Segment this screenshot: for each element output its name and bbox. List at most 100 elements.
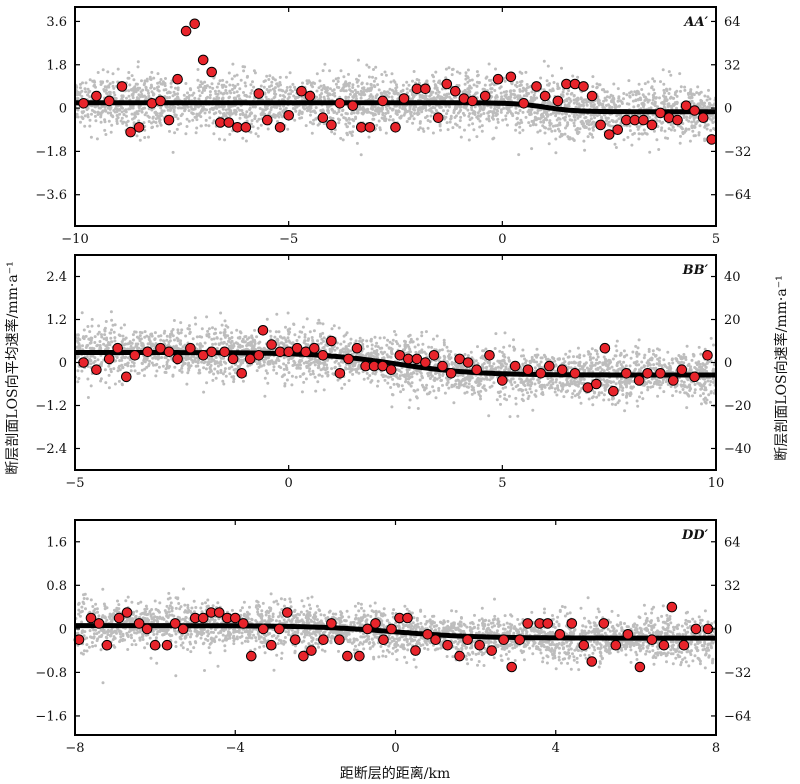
aa-scatter-point: [311, 81, 315, 85]
aa-mean-point: [334, 98, 346, 109]
aa-scatter-point: [527, 85, 530, 89]
aa-scatter-point: [545, 79, 549, 83]
aa-scatter-point: [106, 111, 110, 115]
aa-scatter-point: [669, 73, 673, 77]
bb-scatter-point: [667, 362, 671, 365]
aa-scatter-point: [407, 83, 411, 87]
aa-scatter-point: [320, 92, 324, 95]
aa-scatter-point: [261, 111, 264, 114]
aa-scatter-point: [542, 88, 546, 92]
aa-scatter-point: [251, 80, 254, 84]
aa-scatter-point: [301, 81, 304, 85]
bb-scatter-point: [235, 328, 239, 332]
aa-scatter-point: [571, 74, 575, 78]
bb-scatter-point: [227, 337, 231, 340]
aa-scatter-point: [468, 86, 472, 89]
aa-scatter-point: [212, 119, 216, 123]
aa-mean-point: [655, 107, 666, 119]
bb-scatter-point: [416, 388, 420, 392]
aa-scatter-point: [347, 95, 351, 99]
bb-scatter-point: [219, 311, 223, 315]
aa-y-tick-label-right: 64: [724, 15, 741, 30]
aa-scatter-point: [267, 98, 271, 101]
aa-scatter-point: [320, 88, 324, 92]
aa-scatter-point: [502, 90, 506, 94]
bb-scatter-point: [572, 355, 575, 359]
aa-scatter-point: [472, 128, 476, 132]
aa-scatter-point: [607, 120, 611, 124]
aa-scatter-point: [383, 114, 387, 118]
aa-scatter-point: [527, 92, 531, 95]
aa-scatter-point: [221, 107, 225, 111]
aa-scatter-point: [120, 110, 124, 114]
aa-scatter-point: [696, 85, 700, 89]
bb-scatter-point: [171, 373, 175, 377]
aa-scatter-point: [162, 109, 166, 113]
bb-scatter-point: [507, 356, 511, 360]
aa-scatter-point: [667, 92, 671, 95]
bb-scatter-point: [282, 367, 286, 371]
aa-scatter-point: [102, 88, 106, 91]
aa-scatter-point: [711, 121, 715, 124]
bb-scatter-point: [285, 368, 289, 371]
bb-scatter-point: [330, 327, 334, 331]
aa-scatter-point: [294, 109, 298, 113]
aa-scatter-point: [547, 142, 551, 146]
aa-scatter-point: [515, 116, 519, 120]
bb-scatter-point: [89, 362, 93, 366]
bb-scatter-point: [633, 369, 637, 372]
bb-scatter-point: [129, 364, 133, 368]
bb-scatter-point: [622, 349, 626, 353]
aa-scatter-point: [315, 89, 319, 93]
aa-scatter-point: [493, 107, 497, 111]
aa-scatter-point: [250, 119, 254, 123]
aa-scatter-point: [351, 130, 355, 134]
bb-scatter-point: [596, 367, 600, 371]
bb-scatter-point: [621, 386, 625, 390]
aa-scatter-point: [137, 119, 141, 123]
aa-scatter-point: [267, 112, 271, 116]
aa-scatter-point: [249, 91, 253, 95]
aa-scatter-point: [572, 98, 576, 102]
aa-scatter-point: [211, 86, 215, 90]
aa-mean-point: [467, 95, 478, 107]
aa-mean-point: [603, 129, 615, 140]
bb-scatter-point: [530, 381, 534, 385]
aa-scatter-point: [433, 83, 437, 87]
bb-scatter-point: [546, 377, 550, 381]
aa-scatter-point: [149, 86, 153, 90]
aa-scatter-point: [289, 92, 292, 96]
aa-scatter-point: [513, 96, 517, 100]
aa-mean-point: [206, 66, 217, 78]
aa-scatter-point: [199, 124, 203, 128]
aa-scatter-point: [505, 90, 508, 93]
aa-scatter-point: [600, 103, 604, 107]
bb-scatter-point: [595, 395, 599, 399]
aa-scatter-point: [390, 72, 394, 76]
aa-scatter-point: [300, 116, 304, 120]
aa-scatter-point: [155, 124, 159, 128]
aa-scatter-point: [372, 68, 375, 71]
aa-scatter-point: [705, 98, 709, 102]
aa-scatter-point: [173, 105, 177, 109]
bb-scatter-point: [553, 359, 557, 363]
aa-mean-point: [197, 54, 209, 66]
aa-scatter-point: [650, 101, 654, 105]
bb-scatter-point: [119, 326, 123, 330]
bb-scatter-point: [109, 367, 113, 371]
aa-scatter-point: [589, 113, 593, 117]
aa-scatter-point: [378, 126, 382, 130]
aa-scatter-point: [127, 89, 131, 93]
aa-scatter-point: [535, 96, 539, 100]
aa-scatter-point: [197, 89, 201, 93]
bb-scatter-point: [533, 366, 537, 370]
aa-scatter-point: [637, 92, 641, 96]
aa-scatter-point: [444, 115, 448, 119]
aa-scatter-point: [528, 112, 532, 116]
bb-scatter-point: [301, 325, 305, 329]
aa-scatter-point: [479, 113, 483, 117]
aa-scatter-point: [314, 117, 318, 121]
bb-scatter-point: [287, 358, 291, 362]
